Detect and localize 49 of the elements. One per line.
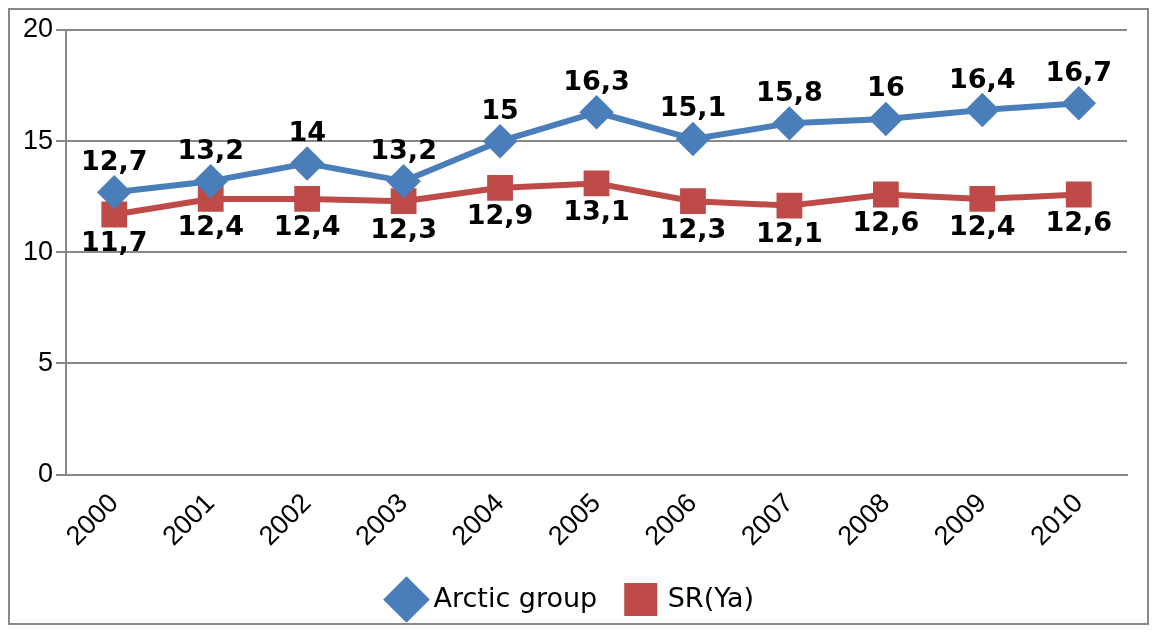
- data-label: 15,1: [659, 91, 727, 123]
- data-label: 16,3: [563, 64, 630, 96]
- data-label: 14: [288, 115, 326, 147]
- data-label: 12,6: [852, 206, 920, 238]
- point: [1065, 181, 1092, 208]
- data-label: 12,9: [466, 199, 534, 231]
- data-label: 12,7: [80, 144, 148, 176]
- data-label: 12,6: [1045, 206, 1113, 238]
- data-label: 13,2: [177, 133, 245, 165]
- data-label: 12,1: [756, 217, 823, 249]
- point: [294, 186, 321, 212]
- data-label: 12,4: [949, 210, 1016, 242]
- y-tick-label: 0: [38, 458, 54, 489]
- point: [776, 192, 803, 219]
- point: [680, 188, 706, 215]
- legend-label: SR(Ya): [667, 581, 755, 613]
- y-tick-label: 15: [22, 124, 54, 155]
- point: [98, 176, 131, 209]
- legend-label: Arctic group: [433, 581, 598, 613]
- data-label: 11,7: [80, 226, 148, 258]
- data-label: 12,3: [659, 212, 727, 244]
- y-tick-label: 20: [22, 13, 54, 44]
- point: [966, 94, 999, 127]
- data-label: 16: [867, 71, 905, 103]
- point: [1062, 87, 1095, 120]
- y-tick-label: 5: [38, 346, 54, 377]
- data-label: 16,4: [949, 62, 1016, 94]
- data-label: 16,7: [1045, 55, 1113, 87]
- data-label: 15,8: [756, 75, 823, 107]
- data-label: 13,1: [563, 194, 630, 226]
- point: [484, 125, 517, 158]
- data-label: 13,2: [370, 133, 437, 165]
- point: [194, 165, 227, 198]
- point: [101, 201, 128, 228]
- data-label: 12,4: [177, 210, 245, 242]
- data-label: 15: [481, 93, 519, 125]
- y-tick-label: 10: [22, 235, 54, 266]
- point: [872, 181, 899, 208]
- point: [969, 186, 996, 212]
- point: [676, 122, 709, 155]
- data-label: 12,3: [370, 212, 437, 244]
- point: [580, 96, 613, 129]
- point: [487, 174, 513, 201]
- point: [291, 147, 324, 180]
- point: [869, 102, 902, 135]
- point: [773, 107, 806, 140]
- data-label: 12,4: [273, 210, 341, 242]
- point: [583, 170, 610, 197]
- point: [387, 165, 420, 198]
